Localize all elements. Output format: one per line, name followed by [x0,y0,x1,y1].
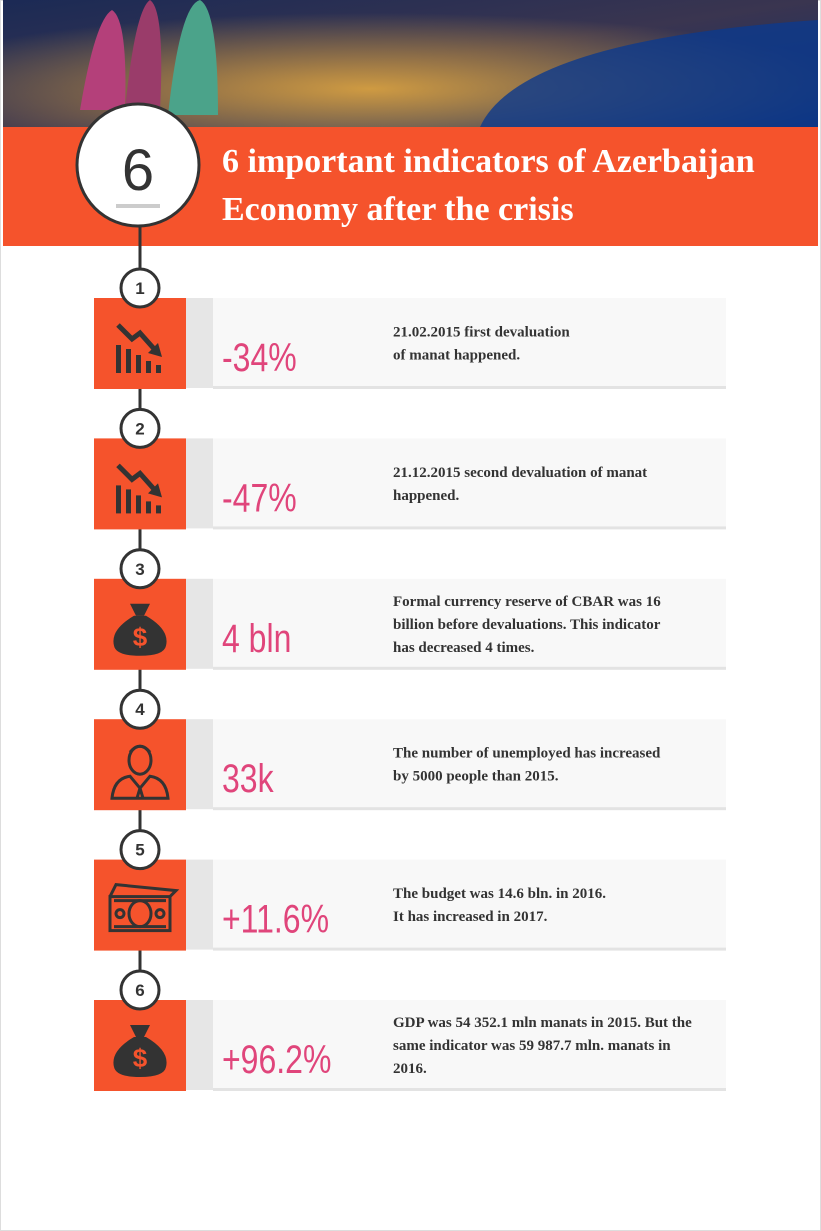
description: 21.02.2015 first devaluation [393,325,570,341]
icon [108,883,180,933]
step-circle [119,969,161,1011]
svg-text:$: $ [133,1043,148,1073]
icon-box [94,859,186,951]
description: same indicator was 59 987.7 mln. manats … [393,1038,671,1054]
icon [116,463,162,514]
description: It has increased in 2017. [393,909,548,925]
icon: $ [113,603,167,656]
step-number: 2 [135,419,144,438]
row-panel [213,1000,726,1090]
svg-text:$: $ [133,622,148,652]
rows: 1 -34% 21.02.2015 first devaluation of mana… [94,267,726,1091]
step-circle [119,548,161,590]
description: by 5000 people than 2015. [393,769,559,785]
description: GDP was 54 352.1 mln manats in 2015. But… [393,1015,692,1031]
stat: 4 bln [222,615,291,660]
row-spacer [186,1000,213,1090]
step-circle [119,267,161,309]
icon [110,744,170,800]
description: The budget was 14.6 bln. in 2016. [393,886,606,902]
icon [116,323,162,373]
step-circle [119,688,161,730]
icon-box [94,719,186,811]
title-line: Economy after the crisis [222,191,574,228]
step-number: 5 [135,841,144,860]
row-panel [213,298,726,388]
step-number: 1 [135,279,144,298]
row-spacer [186,298,213,388]
description: billion before devaluations. This indica… [393,617,661,633]
row-underline [213,807,726,811]
row-spacer [186,859,213,950]
description: has decreased 4 times. [393,640,535,656]
description: The number of unemployed has increased [393,746,661,762]
badge-circle [75,102,201,228]
row-underline [213,1088,726,1091]
description: happened. [393,488,460,504]
row-panel [213,578,726,669]
icon-box [94,438,186,530]
icon: $ [113,1025,167,1077]
row-panel [213,859,726,950]
row-spacer [186,719,213,810]
row-underline [213,666,726,670]
row-spacer [186,578,213,669]
step-number: 6 [135,981,144,1000]
row-panel [213,438,726,529]
stat: -47% [222,475,297,520]
badge: 6 [122,138,154,203]
row-underline [213,526,726,530]
description: Formal currency reserve of CBAR was 16 [393,594,661,610]
stat: 33k [222,756,274,801]
stat: +96.2% [222,1037,331,1082]
stat: +11.6% [222,896,329,941]
description: 21.12.2015 second devaluation of manat [393,465,647,481]
step-circle [119,407,161,449]
row-panel [213,719,726,810]
step-number: 3 [135,560,144,579]
row-underline [213,947,726,951]
row-spacer [186,438,213,529]
step-number: 4 [135,700,145,719]
description: of manat happened. [393,348,520,364]
step-circle [119,829,161,871]
row-underline [213,386,726,389]
stat: -34% [222,335,297,380]
title-line: 6 important indicators of Azerbaijan [222,143,755,180]
description: 2016. [393,1061,427,1077]
icon-box [94,298,186,389]
